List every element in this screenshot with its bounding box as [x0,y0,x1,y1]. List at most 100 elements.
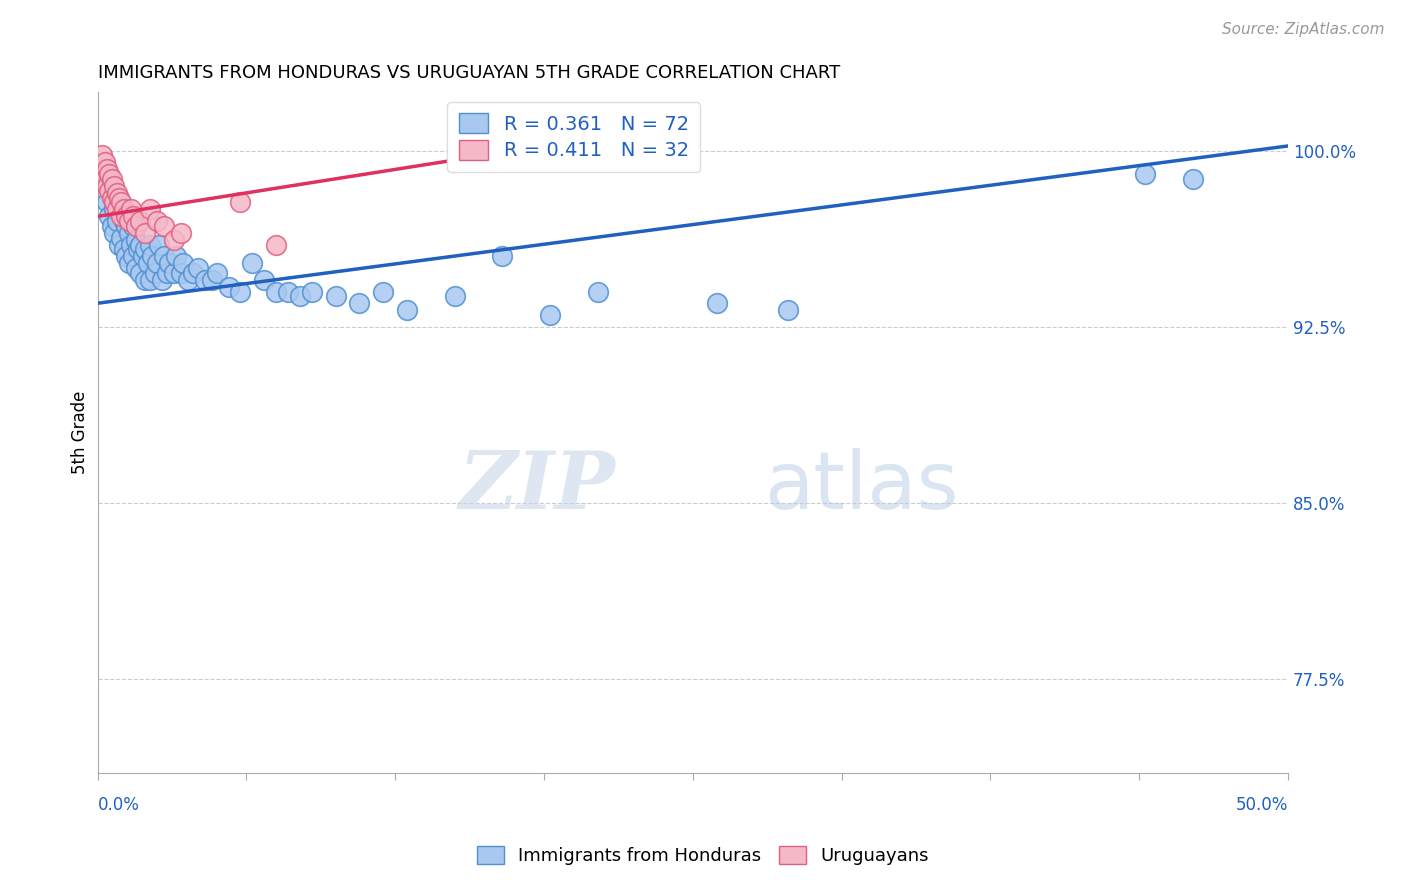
Point [706,296,728,310]
Point [163,266,186,280]
Point [264,285,287,299]
Point [101,186,124,200]
Point [122,210,145,224]
Legend: R = 0.361   N = 72, R = 0.411   N = 32: R = 0.361 N = 72, R = 0.411 N = 32 [447,102,700,172]
Point [277,285,299,299]
Point [110,230,132,244]
Point [538,308,561,322]
Point [325,289,347,303]
Point [170,226,193,240]
Point [117,226,139,240]
Point [373,285,395,299]
Point [187,260,209,275]
Point [156,266,179,280]
Text: 50.0%: 50.0% [1236,797,1288,814]
Point [122,219,145,233]
Point [586,285,609,299]
Point [105,202,128,217]
Point [129,237,152,252]
Point [491,148,513,162]
Point [112,214,135,228]
Point [443,289,465,303]
Point [194,273,217,287]
Point [127,242,149,256]
Point [165,249,187,263]
Point [181,266,204,280]
Point [105,214,128,228]
Point [205,266,228,280]
Point [98,184,121,198]
Point [112,242,135,256]
Point [141,249,163,263]
Point [124,233,146,247]
Point [153,219,176,233]
Point [93,155,115,169]
Point [93,171,115,186]
Point [93,167,115,181]
Point [129,214,152,228]
Point [201,273,224,287]
Legend: Immigrants from Honduras, Uruguayans: Immigrants from Honduras, Uruguayans [470,838,936,872]
Point [288,289,311,303]
Point [103,226,125,240]
Point [101,219,124,233]
Point [229,195,252,210]
Point [110,202,132,217]
Point [115,210,138,224]
Point [124,219,146,233]
Point [98,167,121,181]
Point [120,237,142,252]
Point [124,260,146,275]
Point [134,226,156,240]
Point [110,195,132,210]
Point [170,266,193,280]
Point [153,249,176,263]
Point [129,266,152,280]
Point [101,171,124,186]
Point [148,237,170,252]
Point [177,273,200,287]
Point [301,285,323,299]
Point [101,191,124,205]
Point [146,214,169,228]
Point [163,233,186,247]
Point [105,191,128,205]
Point [491,249,513,263]
Point [91,148,114,162]
Point [115,219,138,233]
Point [134,273,156,287]
Point [218,280,240,294]
Point [157,256,180,270]
Point [108,237,131,252]
Point [349,296,371,310]
Point [96,162,118,177]
Point [98,210,121,224]
Point [105,186,128,200]
Point [240,256,263,270]
Text: atlas: atlas [765,448,959,525]
Point [117,214,139,228]
Point [1133,167,1156,181]
Point [115,249,138,263]
Point [103,195,125,210]
Point [229,285,252,299]
Point [96,195,118,210]
Point [139,237,162,252]
Point [117,256,139,270]
Point [112,202,135,217]
Text: 0.0%: 0.0% [97,797,139,814]
Text: ZIP: ZIP [458,448,616,525]
Point [172,256,194,270]
Text: IMMIGRANTS FROM HONDURAS VS URUGUAYAN 5TH GRADE CORRELATION CHART: IMMIGRANTS FROM HONDURAS VS URUGUAYAN 5T… [97,64,839,82]
Y-axis label: 5th Grade: 5th Grade [72,391,89,474]
Point [139,273,162,287]
Point [143,266,166,280]
Point [132,249,155,263]
Point [98,171,121,186]
Point [108,200,131,214]
Point [103,178,125,193]
Point [264,237,287,252]
Point [108,191,131,205]
Point [150,273,173,287]
Point [96,178,118,193]
